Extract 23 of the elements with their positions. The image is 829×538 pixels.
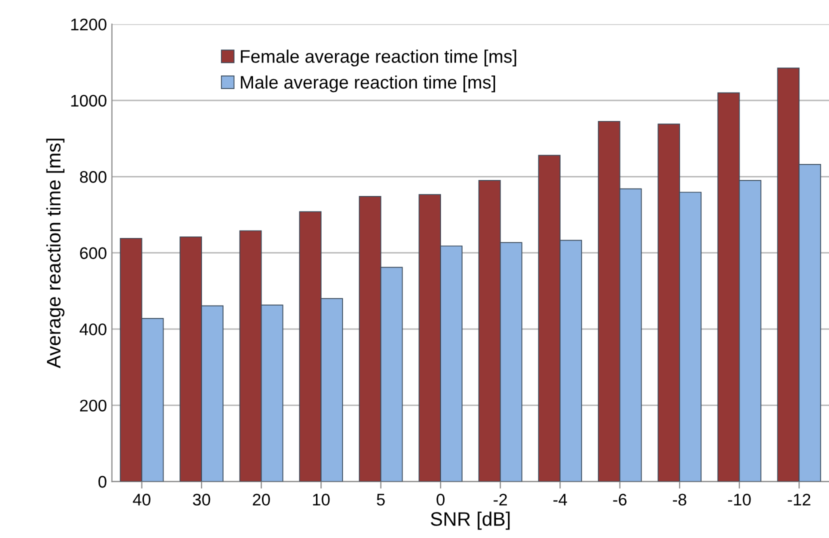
y-tick-label: 0: [98, 476, 106, 488]
y-tick-label: 400: [80, 323, 106, 336]
y-tick-label: 1000: [71, 94, 106, 107]
x-tick-label: -8: [672, 494, 686, 506]
legend-label: Female average reaction time [ms]: [240, 50, 516, 66]
x-axis-title: SNR [dB]: [430, 512, 510, 530]
x-tick-label: 20: [252, 494, 270, 506]
legend-label: Male average reaction time [ms]: [240, 75, 496, 92]
y-tick-label: 600: [80, 247, 106, 260]
x-tick-label: 10: [313, 494, 330, 506]
y-tick-label: 200: [80, 400, 106, 412]
y-tick-label: 1200: [71, 18, 106, 30]
x-tick-label: -12: [788, 494, 810, 506]
x-tick-label: -2: [494, 494, 507, 506]
x-tick-label: 40: [132, 494, 150, 506]
x-tick-label: -6: [613, 494, 627, 506]
x-tick-label: 30: [192, 494, 210, 506]
y-axis-title: Average reaction time [ms]: [46, 138, 64, 368]
x-tick-label: -10: [728, 494, 751, 506]
x-tick-label: -4: [553, 494, 568, 506]
y-tick-label: 800: [80, 171, 106, 183]
x-tick-label: 0: [436, 494, 445, 506]
x-tick-label: 5: [376, 494, 385, 506]
